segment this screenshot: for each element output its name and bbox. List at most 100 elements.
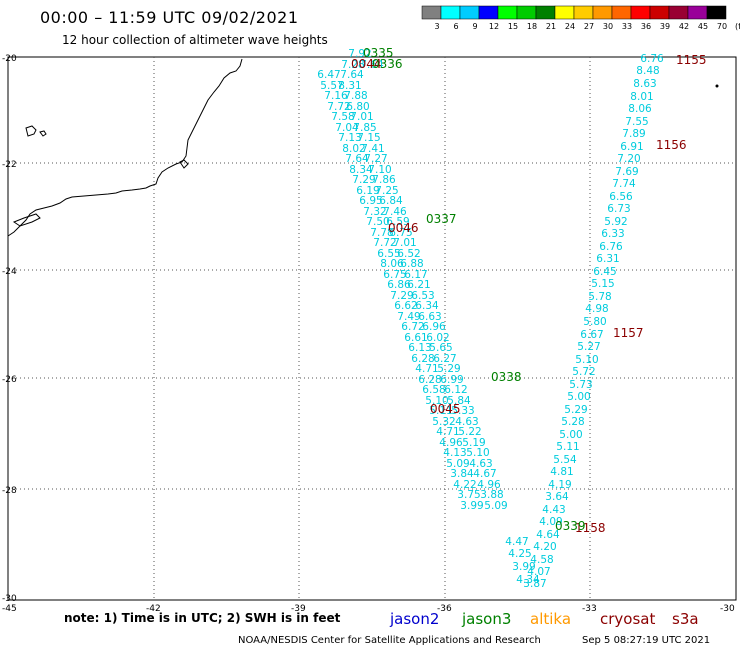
wave-height-value: 7.64: [345, 153, 369, 165]
scale-label: 45: [698, 22, 708, 31]
wave-height-value: 7.01: [350, 111, 373, 123]
wave-height-value: 6.45: [593, 266, 616, 278]
wave-height-value: 7.25: [375, 185, 398, 197]
pass-time-label: 0045: [430, 402, 461, 416]
lon-labels: -45 -42 -39 -36 -33 -30: [2, 604, 735, 614]
wave-height-value: 6.56: [609, 191, 633, 203]
legend-cryosat: cryosat: [600, 610, 656, 628]
wave-height-value: 6.58: [422, 384, 445, 396]
wave-height-value: 7.69: [615, 166, 638, 178]
wave-height-value: 6.52: [397, 248, 420, 260]
wave-height-value: 5.00: [559, 429, 582, 441]
map-title: 00:00 – 11:59 UTC 09/02/2021: [40, 8, 299, 27]
wave-height-value: 7.16: [324, 90, 348, 102]
wave-height-value: 4.07: [527, 566, 550, 578]
wave-height-value: 7.78: [370, 227, 393, 239]
lat-label: -24: [2, 267, 17, 277]
wave-height-value: 6.72: [401, 321, 424, 333]
pass-time-label: 0337: [426, 212, 457, 226]
wave-height-value: 4.13: [443, 447, 466, 459]
wave-height-value: 4.71: [415, 363, 438, 375]
wave-height-value: 7.88: [344, 90, 367, 102]
wave-height-value: 5.29: [437, 363, 460, 375]
wave-height-value: 4.25: [508, 548, 531, 560]
wave-height-value: 6.63: [418, 311, 441, 323]
scale-label: 21: [546, 22, 556, 31]
wave-height-value: 7.49: [397, 311, 420, 323]
wave-height-value: 7.64: [360, 59, 384, 71]
wave-height-value: 7.29: [390, 290, 413, 302]
wave-height-value: 7.27: [364, 153, 387, 165]
wave-height-value: 8.01: [630, 91, 653, 103]
wave-height-value: 5.00: [567, 391, 590, 403]
scale-swatch: [706, 5, 727, 20]
lat-label: -28: [2, 486, 17, 496]
scale-swatch: [516, 5, 537, 20]
wave-height-value: 6.80: [346, 101, 369, 113]
pass-time-label: 1157: [613, 326, 644, 340]
wave-height-value: 4.71: [436, 426, 459, 438]
wave-height-value: 6.13: [408, 342, 431, 354]
wave-height-value: 6.28: [411, 353, 434, 365]
scale-swatch: [421, 5, 442, 20]
wave-height-value: 4.43: [542, 504, 565, 516]
wave-height-value: 5.29: [564, 404, 587, 416]
scale-label: 24: [565, 22, 575, 31]
wave-height-value: 5.11: [556, 441, 579, 453]
wave-height-value: 7.01: [393, 237, 416, 249]
wave-height-value: 5.33: [451, 405, 474, 417]
wave-height-value: 7.20: [617, 153, 640, 165]
wave-height-value: 4.19: [548, 479, 571, 491]
map-frame: [7, 56, 737, 601]
wave-height-value: 7.64: [340, 69, 364, 81]
scale-label: 27: [584, 22, 594, 31]
wave-height-value: 5.65: [429, 342, 452, 354]
wave-height-value: 5.19: [462, 437, 485, 449]
scale-swatch: [573, 5, 594, 20]
scale-label: 39: [660, 22, 670, 31]
wave-height-value: 8.34: [349, 164, 373, 176]
wave-height-value: 6.75: [389, 227, 412, 239]
wave-height-value: 7.29: [352, 174, 375, 186]
lat-label: -22: [2, 160, 17, 170]
wave-height-value: 7.55: [625, 116, 648, 128]
wave-height-value: 6.67: [580, 329, 603, 341]
wave-height-value: 6.28: [418, 374, 441, 386]
wave-height-value: 6.99: [440, 374, 463, 386]
wave-height-value: 7.86: [372, 174, 396, 186]
wave-height-value: 5.09: [446, 458, 469, 470]
wave-height-value: 7.10: [368, 164, 391, 176]
scale-swatch: [497, 5, 518, 20]
wave-height-value: 3.75: [457, 489, 480, 501]
scale-swatch: [440, 5, 461, 20]
pass-time-label: 0335: [363, 46, 394, 60]
legend-s3a: s3a: [672, 610, 699, 628]
graticule: [8, 57, 736, 600]
wave-height-value: 6.91: [620, 141, 643, 153]
map-subtitle: 12 hour collection of altimeter wave hei…: [62, 33, 328, 47]
wave-height-value: 8.02: [342, 143, 365, 155]
scale-label: 42: [679, 22, 689, 31]
legend-jason3: jason3: [462, 610, 512, 628]
wave-height-value: 5.11: [429, 405, 452, 417]
scale-swatch: [687, 5, 708, 20]
wave-height-value: 6.62: [394, 300, 417, 312]
wave-height-value: 5.32: [432, 416, 455, 428]
wave-height-value: 5.27: [577, 341, 600, 353]
wave-height-value: 6.53: [411, 290, 434, 302]
lon-label: -42: [146, 604, 161, 614]
wave-height-value: 5.78: [588, 291, 611, 303]
wave-height-value: 5.73: [569, 379, 592, 391]
wave-height-value: 7.85: [353, 122, 376, 134]
wave-height-value: 5.54: [553, 454, 577, 466]
wave-height-value: 8.31: [338, 80, 361, 92]
wave-height-value: 8.06: [628, 103, 652, 115]
wave-height-value: 7.72: [373, 237, 396, 249]
wave-height-value: 5.57: [320, 80, 343, 92]
footer-timestamp: Sep 5 08:27:19 UTC 2021: [582, 635, 711, 646]
lat-label: -26: [2, 375, 17, 385]
scale-swatch: [630, 5, 651, 20]
wave-height-value: 7.32: [363, 206, 386, 218]
pass-time-label: 0339: [555, 519, 586, 533]
